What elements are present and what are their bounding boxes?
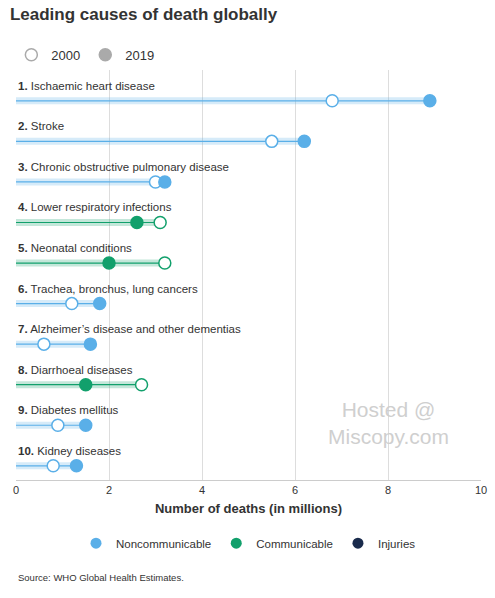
svg-text:3. Chronic obstructive pulmona: 3. Chronic obstructive pulmonary disease: [18, 161, 229, 173]
svg-text:7. Alzheimer’s disease and oth: 7. Alzheimer’s disease and other dementi…: [18, 323, 241, 335]
svg-text:Leading causes of death global: Leading causes of death globally: [10, 5, 278, 24]
svg-text:2019: 2019: [125, 48, 154, 63]
svg-text:2: 2: [106, 484, 112, 496]
svg-text:10: 10: [475, 484, 487, 496]
svg-text:Number of deaths (in millions): Number of deaths (in millions): [155, 501, 342, 516]
svg-text:Noncommunicable: Noncommunicable: [116, 538, 211, 550]
svg-text:5. Neonatal conditions: 5. Neonatal conditions: [18, 242, 132, 254]
svg-text:8: 8: [385, 484, 391, 496]
svg-text:6: 6: [292, 484, 298, 496]
svg-text:Source: WHO Global Health Esti: Source: WHO Global Health Estimates.: [18, 572, 184, 583]
svg-text:2000: 2000: [51, 48, 80, 63]
svg-text:8. Diarrhoeal diseases: 8. Diarrhoeal diseases: [18, 364, 133, 376]
svg-text:10. Kidney diseases: 10. Kidney diseases: [18, 445, 121, 457]
svg-text:2. Stroke: 2. Stroke: [18, 120, 64, 132]
svg-text:9. Diabetes mellitus: 9. Diabetes mellitus: [18, 404, 119, 416]
svg-text:1. Ischaemic heart disease: 1. Ischaemic heart disease: [18, 80, 155, 92]
svg-text:6. Trachea, bronchus, lung can: 6. Trachea, bronchus, lung cancers: [18, 283, 198, 295]
svg-text:Communicable: Communicable: [256, 538, 333, 550]
svg-text:4: 4: [199, 484, 205, 496]
svg-text:Hosted @Miscopy.com: Hosted @Miscopy.com: [328, 398, 449, 448]
svg-text:0: 0: [13, 484, 19, 496]
svg-text:4. Lower respiratory infection: 4. Lower respiratory infections: [18, 201, 172, 213]
svg-text:Injuries: Injuries: [378, 538, 415, 550]
